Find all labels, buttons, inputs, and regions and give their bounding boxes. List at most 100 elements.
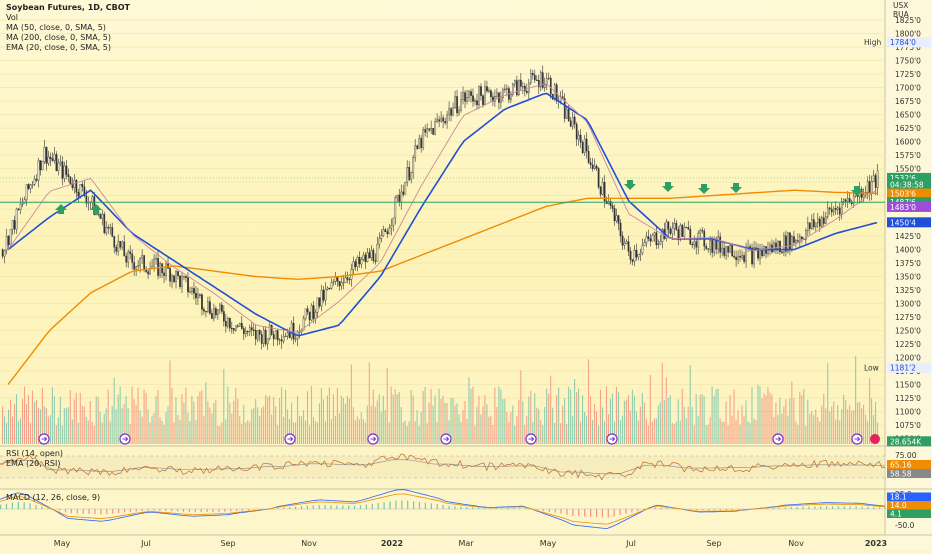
volume-bar (28, 395, 29, 444)
macd-label[interactable]: MACD (12, 26, close, 9) (6, 493, 100, 503)
candle-body (120, 241, 121, 247)
candle-body (466, 97, 467, 101)
candle-body (361, 259, 362, 264)
candle-body (682, 225, 683, 237)
volume-bar (646, 419, 647, 444)
volume-bar (161, 421, 162, 444)
volume-bar (704, 396, 705, 444)
volume-bar (429, 403, 430, 444)
volume-bar (355, 420, 356, 444)
volume-bar (652, 422, 653, 444)
candle-body (795, 241, 796, 243)
volume-bar (584, 412, 585, 444)
candle-body (30, 185, 31, 189)
volume-bar (552, 408, 553, 444)
candle-body (367, 253, 368, 262)
macd-histogram-bar (307, 506, 308, 509)
macd-histogram-bar (330, 505, 331, 509)
candle-body (500, 97, 501, 102)
macd-histogram-bar (808, 507, 809, 509)
volume-bar (319, 403, 320, 444)
macd-histogram-bar (443, 505, 444, 509)
volume-bar (329, 387, 330, 444)
volume-bar (498, 386, 499, 444)
macd-histogram-bar (195, 509, 196, 512)
candle-body (237, 326, 238, 327)
candle-body (743, 255, 744, 261)
candle-body (813, 220, 814, 227)
macd-histogram-bar (620, 509, 621, 515)
volume-bar (193, 402, 194, 444)
macd-histogram-bar (6, 504, 7, 509)
macd-histogram-bar (655, 508, 656, 509)
time-axis-label: May (540, 539, 557, 548)
volume-bar (819, 421, 820, 444)
volume-bar (66, 408, 67, 444)
volume-bar (36, 400, 37, 444)
legend-vol[interactable]: Vol (6, 13, 130, 23)
volume-bar (116, 409, 117, 444)
legend-ma50[interactable]: MA (50, close, 0, SMA, 5) (6, 23, 130, 33)
candle-body (787, 233, 788, 251)
price-tick-label: 1375'0 (895, 259, 921, 268)
macd-histogram-bar (0, 505, 1, 509)
macd-histogram-bar (490, 508, 491, 509)
candle-body (672, 228, 673, 233)
volume-bar (759, 386, 760, 444)
volume-bar (333, 394, 334, 444)
candle-body (108, 227, 109, 228)
macd-histogram-bar (708, 509, 709, 510)
volume-bar (702, 394, 703, 444)
candle-body (387, 232, 388, 234)
volume-bar (52, 387, 53, 444)
candle-body (235, 326, 236, 331)
macd-histogram-bar (779, 508, 780, 509)
candle-body (52, 159, 53, 161)
candle-body (217, 310, 218, 315)
candle-body (112, 227, 113, 236)
candle-body (572, 117, 573, 126)
price-tick-label: 1350'0 (895, 273, 921, 282)
volume-bar (84, 406, 85, 444)
volume-bar (275, 406, 276, 444)
candle-body (177, 271, 178, 275)
macd-histogram-bar (466, 507, 467, 509)
legend-ema20[interactable]: EMA (20, close, 0, SMA, 5) (6, 43, 130, 53)
volume-bar (219, 426, 220, 444)
macd-histogram-bar (578, 509, 579, 516)
time-axis-label: Jul (625, 539, 636, 548)
volume-bar (594, 404, 595, 444)
volume-bar (737, 410, 738, 444)
candle-body (327, 288, 328, 289)
volume-bar (112, 406, 113, 444)
candle-body (791, 237, 792, 250)
candle-body (48, 157, 49, 163)
macd-histogram-bar (625, 509, 626, 514)
candle-body (343, 282, 344, 283)
volume-bar (221, 422, 222, 444)
volume-bar (755, 420, 756, 444)
candle-body (124, 242, 125, 256)
volume-bar (14, 404, 15, 444)
volume-bar (345, 404, 346, 444)
high-value: 1784'0 (890, 38, 916, 47)
legend-ma200[interactable]: MA (200, close, 0, SMA, 5) (6, 33, 130, 43)
macd-histogram-bar (248, 509, 249, 510)
rsi-ema-label[interactable]: EMA (20, RSI) (6, 459, 63, 469)
volume-bar (741, 405, 742, 444)
volume-bar (869, 378, 870, 444)
candle-body (429, 129, 430, 130)
volume-bar (827, 363, 828, 444)
volume-bar (546, 389, 547, 444)
volume-bar (456, 403, 457, 444)
volume-bar (283, 417, 284, 444)
macd-histogram-bar (277, 508, 278, 509)
symbol-title[interactable]: Soybean Futures, 1D, CBOT (6, 3, 130, 13)
volume-bar (365, 422, 366, 444)
candle-body (333, 281, 334, 282)
volume-bar (672, 423, 673, 444)
rsi-label[interactable]: RSI (14, open) (6, 449, 63, 459)
candle-body (425, 129, 426, 132)
candle-body (44, 147, 45, 161)
